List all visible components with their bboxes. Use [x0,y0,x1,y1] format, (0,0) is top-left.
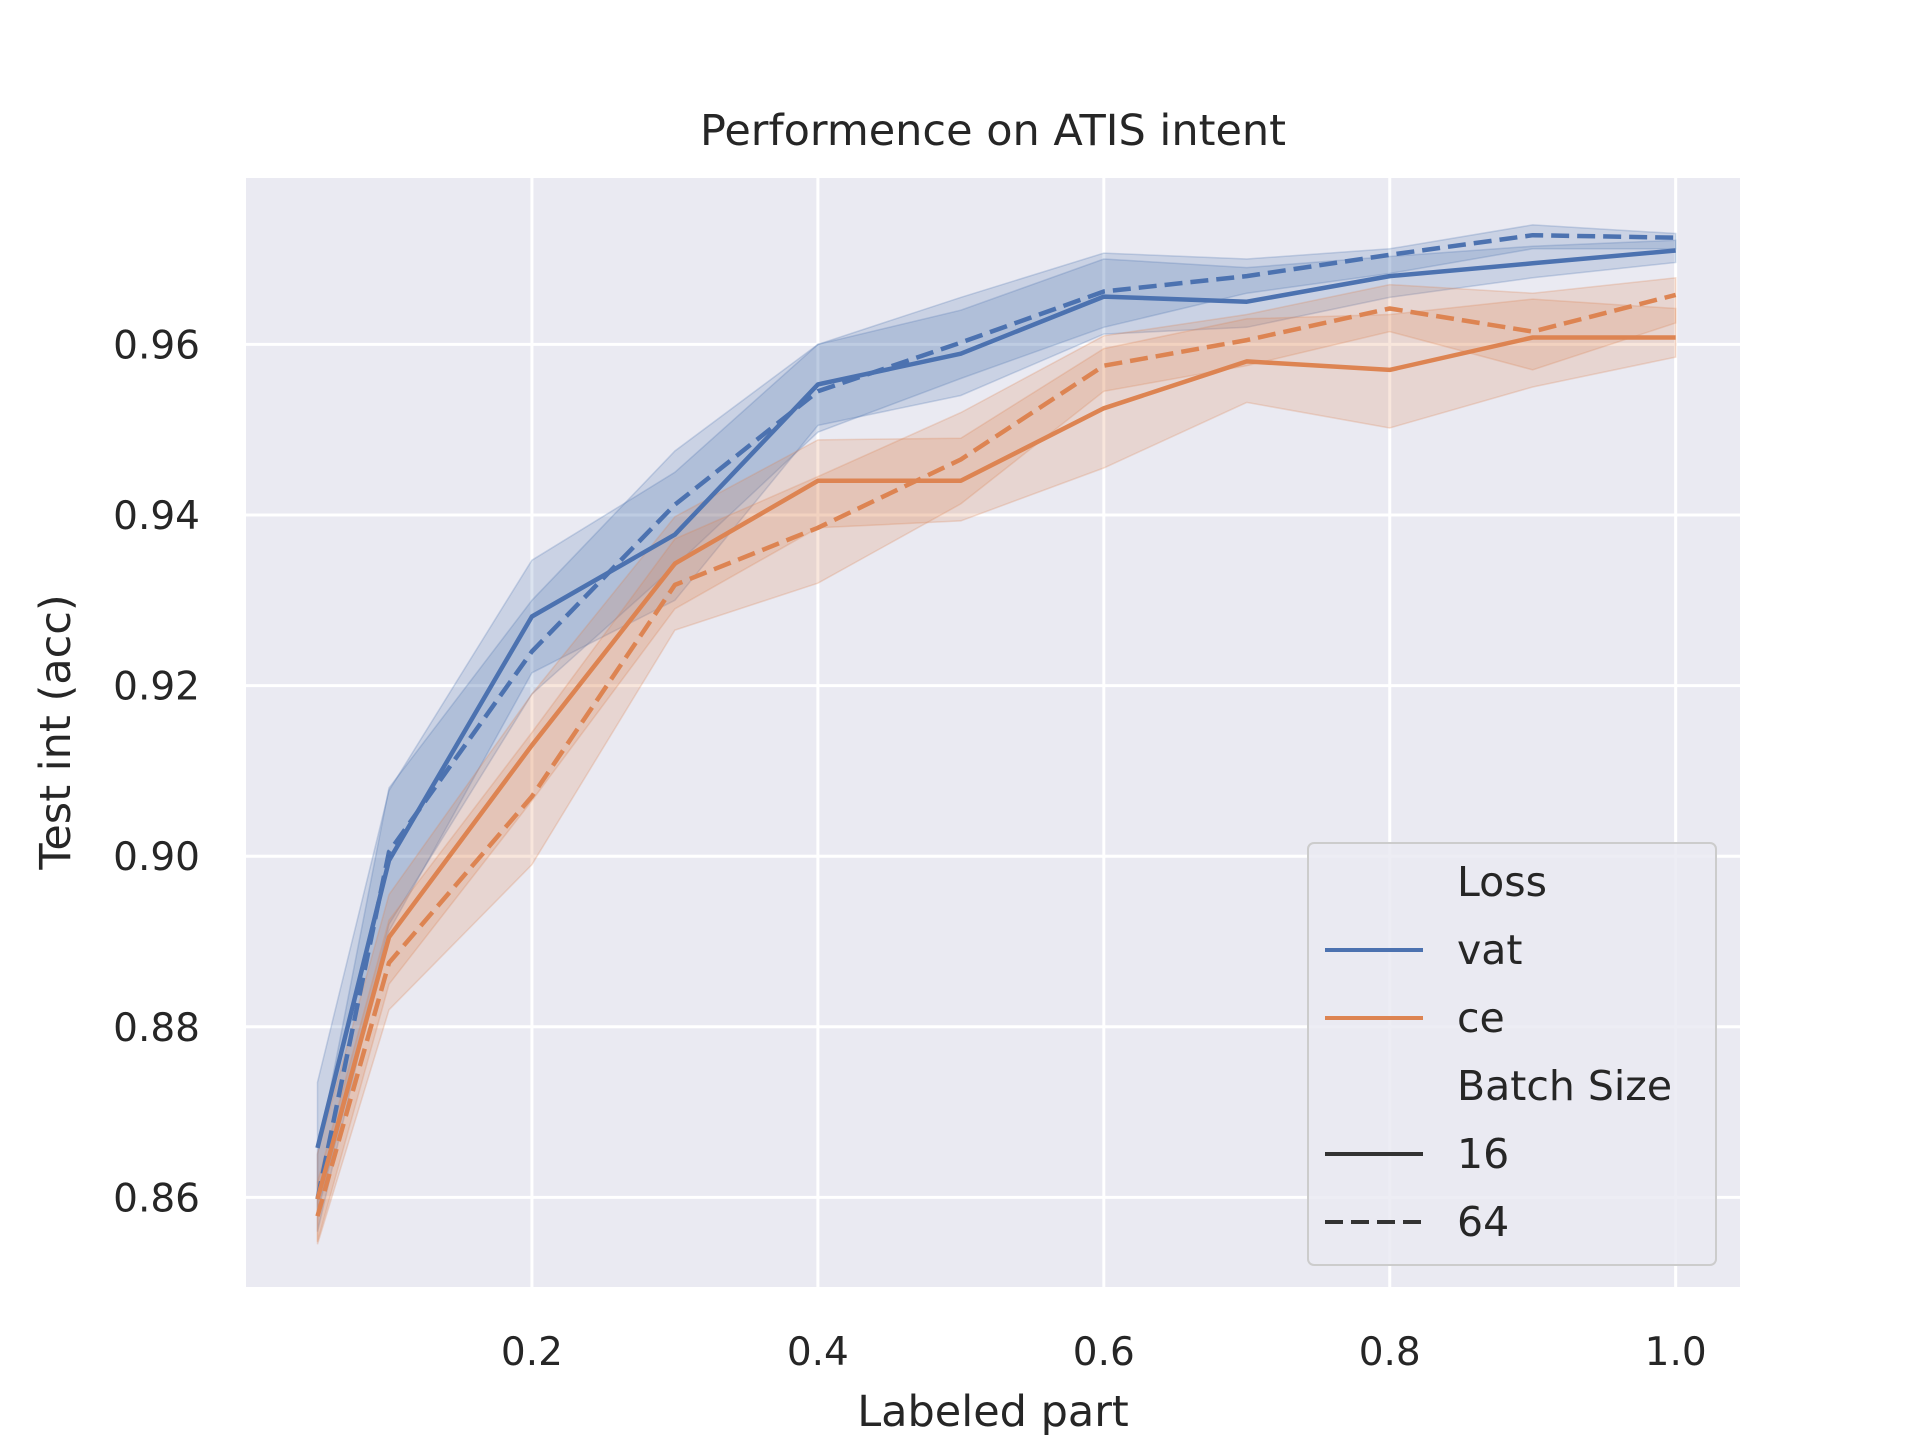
y-tick-label: 0.94 [113,494,200,539]
series-lines [315,232,1677,1217]
legend-label-vat: vat [1457,926,1522,974]
legend-box [1307,842,1717,1266]
grid-lines [246,178,1740,1287]
y-tick-label: 0.90 [113,835,200,880]
legend-label-64: 64 [1457,1198,1509,1246]
legend: Loss vat ce Batch Size 16 64 [1307,842,1717,1266]
chart-title: Performence on ATIS intent [700,106,1286,156]
confidence-band-ce-64 [316,276,1677,1245]
series-line-ce-64 [315,292,1677,1217]
legend-label-ce: ce [1457,994,1505,1042]
x-tick-label: 0.8 [1359,1330,1421,1375]
y-tick-labels: 0.86 0.88 0.90 0.92 0.94 0.96 [113,323,200,1221]
series-line-vat-64 [315,232,1676,1200]
y-axis-label: Test int (acc) [31,594,81,870]
x-tick-label: 1.0 [1645,1330,1707,1375]
y-tick-label: 0.92 [113,665,200,710]
y-tick-label: 0.96 [113,323,200,368]
x-tick-label: 0.6 [1073,1330,1135,1375]
x-tick-labels: 0.2 0.4 0.6 0.8 1.0 [501,1330,1707,1375]
x-tick-label: 0.2 [501,1330,563,1375]
y-tick-label: 0.86 [113,1176,200,1221]
legend-label-16: 16 [1457,1130,1509,1178]
legend-title-loss: Loss [1457,858,1547,906]
confidence-band-vat-64 [316,224,1677,1232]
legend-title-batch-size: Batch Size [1457,1062,1672,1110]
y-tick-label: 0.88 [113,1006,200,1051]
x-axis-label: Labeled part [857,1387,1129,1437]
x-tick-label: 0.4 [787,1330,849,1375]
confidence-band-ce-16 [316,298,1677,1243]
series-line-vat-16 [315,248,1676,1149]
confidence-bands [316,224,1677,1245]
series-line-ce-16 [315,335,1676,1200]
